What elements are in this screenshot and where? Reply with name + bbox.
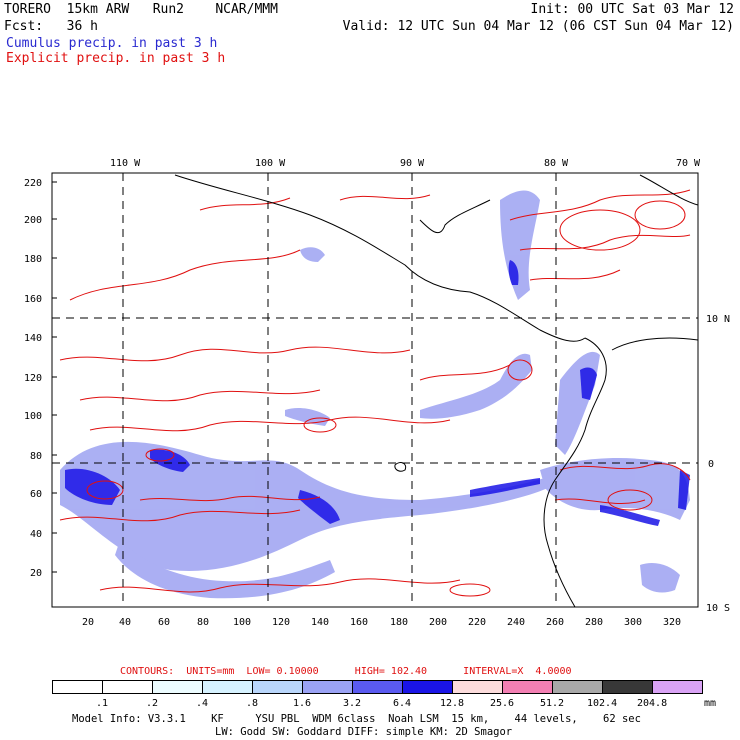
forecast-hour: Fcst: 36 h xyxy=(4,19,98,34)
top-label-80w: 80 W xyxy=(544,158,569,169)
legend-swatch xyxy=(302,680,353,694)
legend-swatch xyxy=(502,680,553,694)
bottom-label: 180 xyxy=(390,617,408,628)
legend-swatch xyxy=(602,680,653,694)
legend-swatch xyxy=(102,680,153,694)
legend-label: 102.4 xyxy=(587,698,618,709)
left-label: 180 xyxy=(24,254,42,265)
bottom-label: 120 xyxy=(272,617,290,628)
legend-label: .2 xyxy=(145,698,159,709)
legend-swatch xyxy=(52,680,103,694)
bottom-label: 240 xyxy=(507,617,525,628)
contours-note: CONTOURS: UNITS=mm LOW= 0.10000 HIGH= 10… xyxy=(120,666,572,677)
right-label-10n: 10 N xyxy=(706,314,730,325)
left-label: 220 xyxy=(24,178,42,189)
legend-label: .4 xyxy=(195,698,209,709)
left-label: 100 xyxy=(24,411,42,422)
legend-label: .1 xyxy=(95,698,109,709)
coastlines xyxy=(174,174,698,607)
right-label-10s: 10 S xyxy=(706,603,730,614)
left-label: 20 xyxy=(30,568,42,579)
legend-label: .8 xyxy=(245,698,259,709)
map-content xyxy=(59,174,698,607)
left-label: 140 xyxy=(24,333,42,344)
legend-unit: mm xyxy=(704,698,717,709)
map-frame xyxy=(51,172,699,608)
right-label-0: 0 xyxy=(708,459,714,470)
bottom-label: 200 xyxy=(429,617,447,628)
bottom-label: 40 xyxy=(119,617,131,628)
explicit-precip-label: Explicit precip. in past 3 h xyxy=(6,51,226,66)
cumulus-precip-areas xyxy=(60,190,690,599)
bottom-label: 160 xyxy=(350,617,368,628)
left-label: 120 xyxy=(24,373,42,384)
legend-swatch xyxy=(552,680,603,694)
left-label: 160 xyxy=(24,294,42,305)
legend-label: 204.8 xyxy=(637,698,668,709)
legend-swatch xyxy=(352,680,403,694)
heavy-cumulus-cores xyxy=(65,260,690,526)
cumulus-precip-label: Cumulus precip. in past 3 h xyxy=(6,36,218,51)
bottom-label: 80 xyxy=(197,617,209,628)
legend-label: 3.2 xyxy=(342,698,362,709)
bottom-label: 300 xyxy=(624,617,642,628)
physics-info: LW: Godd SW: Goddard DIFF: simple KM: 2D… xyxy=(215,726,513,738)
bottom-label: 280 xyxy=(585,617,603,628)
legend-label: 25.6 xyxy=(489,698,515,709)
legend-swatch xyxy=(452,680,503,694)
top-label-70w: 70 W xyxy=(676,158,701,169)
legend-swatch xyxy=(402,680,453,694)
legend-swatch xyxy=(152,680,203,694)
valid-time: Valid: 12 UTC Sun 04 Mar 12 (06 CST Sun … xyxy=(342,19,734,34)
bottom-label: 260 xyxy=(546,617,564,628)
bottom-label: 140 xyxy=(311,617,329,628)
top-label-90w: 90 W xyxy=(400,158,425,169)
legend-swatch xyxy=(202,680,253,694)
legend-label: 51.2 xyxy=(539,698,565,709)
left-label: 80 xyxy=(30,451,42,462)
bottom-label: 60 xyxy=(158,617,170,628)
bottom-label: 100 xyxy=(233,617,251,628)
top-label-100w: 100 W xyxy=(255,158,286,169)
left-label: 60 xyxy=(30,489,42,500)
bottom-label: 320 xyxy=(663,617,681,628)
bottom-label: 20 xyxy=(82,617,94,628)
lat-lon-grid xyxy=(52,173,698,607)
top-label-110w: 110 W xyxy=(110,158,141,169)
legend-label: 1.6 xyxy=(292,698,312,709)
left-label: 40 xyxy=(30,529,42,540)
explicit-precip-contours xyxy=(59,189,691,597)
legend-label: 12.8 xyxy=(439,698,465,709)
bottom-label: 220 xyxy=(468,617,486,628)
model-info: Model Info: V3.3.1 KF YSU PBL WDM 6class… xyxy=(72,713,641,725)
legend-swatch xyxy=(252,680,303,694)
legend-label: 6.4 xyxy=(392,698,412,709)
axis-ticks xyxy=(52,181,57,573)
legend-swatch xyxy=(652,680,703,694)
model-title: TORERO 15km ARW Run2 NCAR/MMM xyxy=(4,2,278,17)
left-label: 200 xyxy=(24,215,42,226)
init-time: Init: 00 UTC Sat 03 Mar 12 xyxy=(530,2,735,17)
